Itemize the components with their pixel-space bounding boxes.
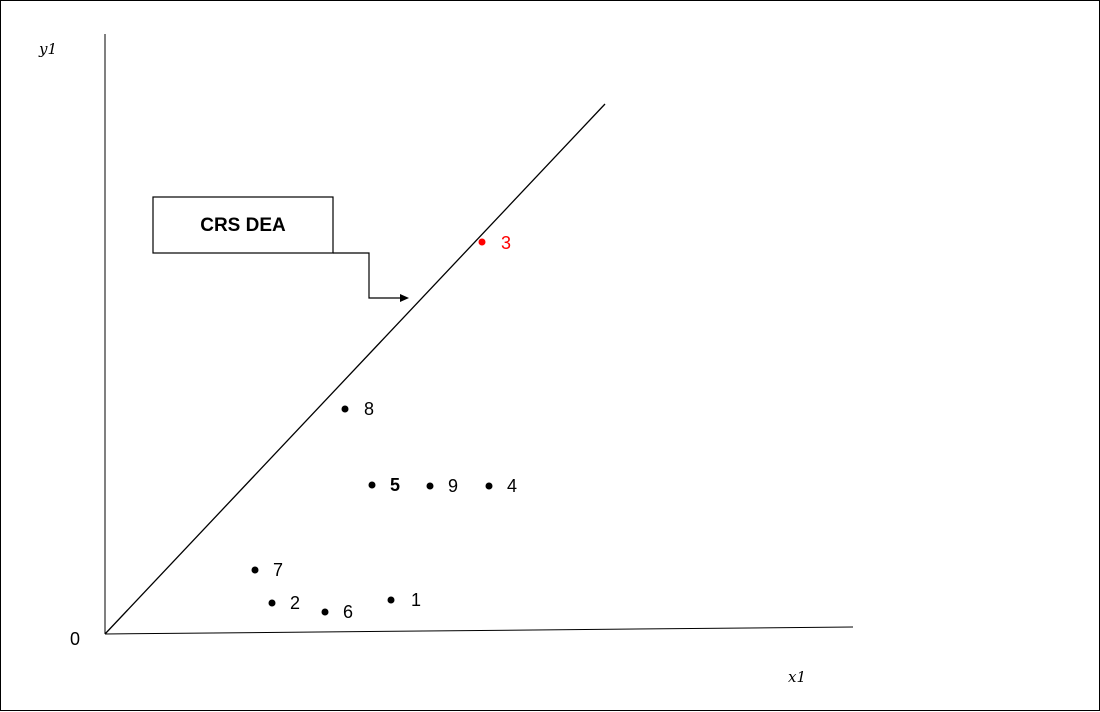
- x-axis-label: x1: [788, 668, 806, 686]
- point-8: 8: [341, 399, 374, 419]
- point-5: 5: [368, 475, 400, 495]
- point-label: 3: [501, 233, 511, 253]
- point-label: 4: [507, 476, 517, 496]
- point-label: 2: [290, 593, 300, 613]
- point-label: 6: [343, 602, 353, 622]
- point-label: 8: [364, 399, 374, 419]
- x-axis: [104, 626, 854, 635]
- callout-arrow: [333, 252, 401, 299]
- point-3: 3: [478, 233, 511, 253]
- point-4: 4: [485, 476, 517, 496]
- point-9: 9: [426, 476, 458, 496]
- arrowhead-icon: [400, 294, 409, 302]
- point-2: 2: [268, 593, 300, 613]
- callout-label: CRS DEA: [200, 215, 286, 236]
- point-label: 1: [411, 590, 421, 610]
- crs-frontier-line: [104, 103, 606, 635]
- point-1: 1: [387, 590, 421, 610]
- point-label: 9: [448, 476, 458, 496]
- point-label: 7: [273, 560, 283, 580]
- point-6: 6: [321, 602, 353, 622]
- point-7: 7: [251, 560, 283, 580]
- point-label: 5: [390, 475, 400, 495]
- callout-box: [152, 196, 334, 254]
- origin-label: 0: [70, 629, 80, 649]
- y-axis-label: y1: [38, 40, 57, 58]
